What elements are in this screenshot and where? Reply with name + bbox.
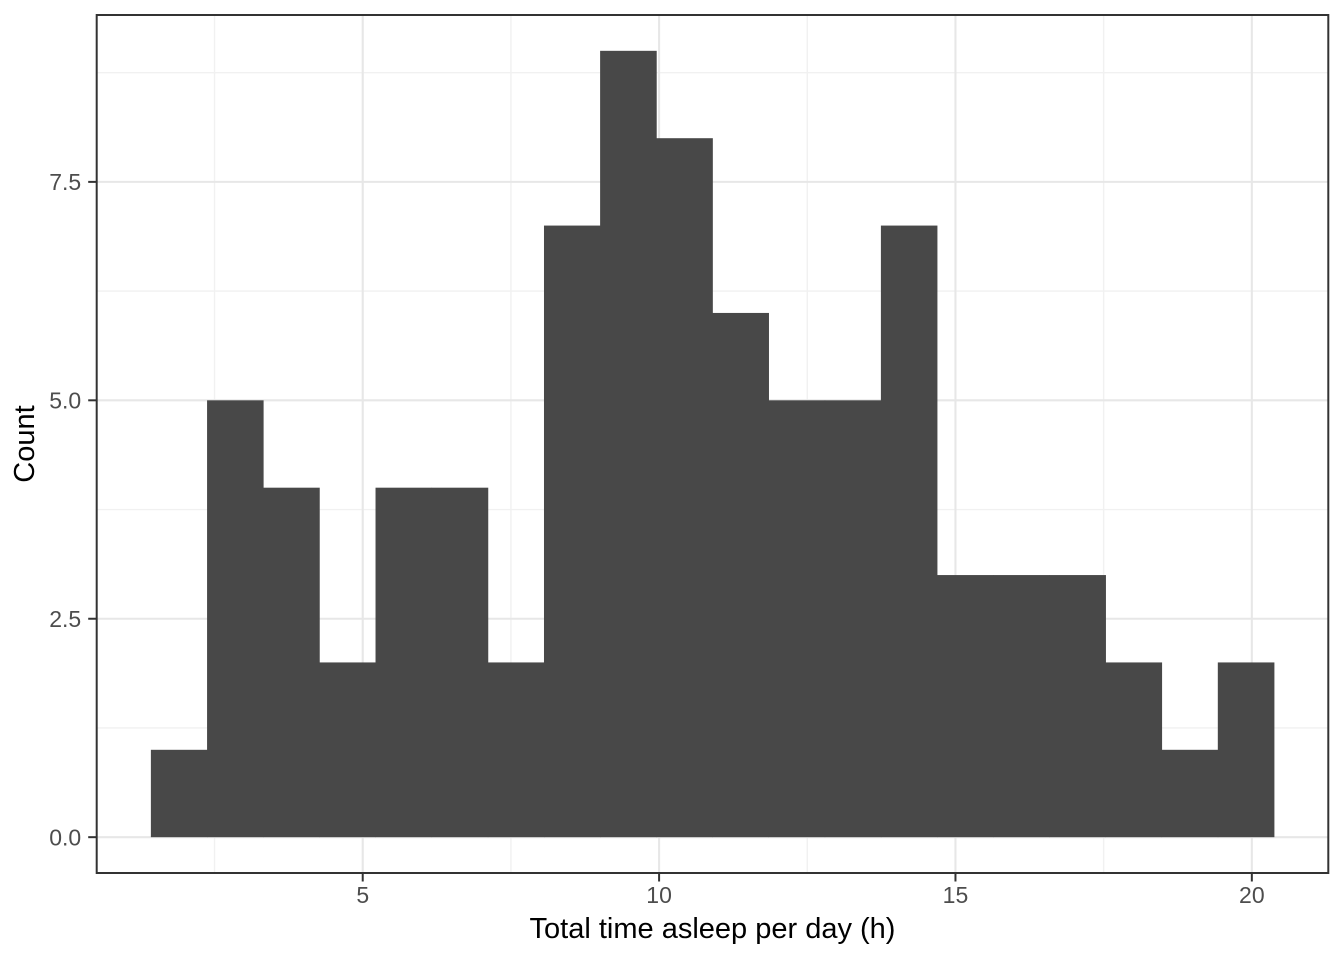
x-tick-label: 15 bbox=[943, 882, 969, 908]
y-tick-label: 5.0 bbox=[49, 388, 81, 414]
histogram-bar bbox=[880, 225, 938, 838]
histogram-bars bbox=[150, 50, 1275, 838]
histogram-bar bbox=[1049, 575, 1106, 838]
histogram-bar bbox=[1217, 662, 1275, 838]
histogram-bar bbox=[656, 138, 713, 838]
panel-border bbox=[95, 14, 1330, 874]
x-tick-label: 20 bbox=[1239, 882, 1265, 908]
histogram-bar bbox=[543, 225, 601, 838]
y-tick-label: 2.5 bbox=[49, 606, 81, 632]
histogram-bar bbox=[937, 575, 994, 838]
histogram-bar bbox=[319, 662, 376, 838]
y-axis-tick-labels: 0.0 2.5 5.0 7.5 bbox=[49, 169, 81, 850]
histogram-bar bbox=[150, 749, 208, 838]
histogram-bar bbox=[824, 400, 882, 838]
y-axis-title: Count bbox=[9, 405, 41, 482]
histogram-bar bbox=[1161, 749, 1219, 838]
axis-tick-marks bbox=[88, 180, 1253, 882]
histogram-bar bbox=[993, 575, 1050, 838]
y-tick-label: 0.0 bbox=[49, 824, 81, 850]
x-tick-label: 10 bbox=[646, 882, 672, 908]
histogram-bar bbox=[375, 487, 433, 838]
x-tick-label: 5 bbox=[356, 882, 369, 908]
y-tick-label: 7.5 bbox=[49, 169, 81, 195]
histogram-bar bbox=[487, 662, 545, 838]
x-axis-tick-labels: 5 10 15 20 bbox=[356, 882, 1264, 908]
histogram-bar bbox=[600, 50, 657, 838]
x-axis-title: Total time asleep per day (h) bbox=[530, 913, 896, 945]
histogram-bar bbox=[207, 400, 264, 838]
histogram-bar bbox=[1105, 662, 1163, 838]
histogram-bar bbox=[712, 312, 769, 838]
histogram-bar bbox=[768, 400, 826, 838]
histogram-bar bbox=[431, 487, 489, 838]
histogram-bar bbox=[263, 487, 320, 838]
